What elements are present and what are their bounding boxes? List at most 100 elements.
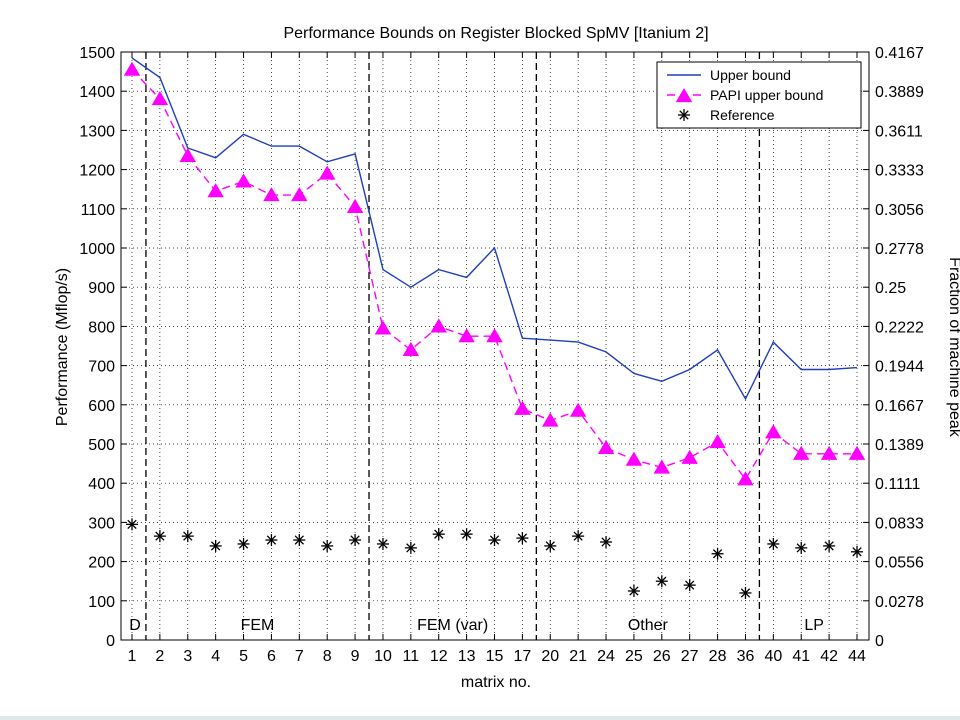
papi-upper-bound-marker xyxy=(681,449,698,464)
x-tick-label: 3 xyxy=(183,648,192,665)
region-dividers xyxy=(145,52,761,640)
papi-upper-bound-marker xyxy=(235,173,252,188)
papi-upper-bound-marker xyxy=(151,91,169,106)
reference-marker xyxy=(153,530,166,543)
right-axis-label: Fraction of machine peak xyxy=(946,257,960,438)
y-tick-label: 200 xyxy=(88,555,115,572)
reference-marker xyxy=(516,532,529,545)
chart-title: Performance Bounds on Register Blocked S… xyxy=(283,25,708,42)
x-tick-label: 42 xyxy=(820,648,838,665)
reference-marker xyxy=(627,585,640,597)
legend-marker-reference xyxy=(678,109,690,121)
papi-upper-bound-marker xyxy=(514,400,531,415)
x-tick-label: 41 xyxy=(792,648,810,665)
series xyxy=(123,57,866,599)
asterisk-stroke xyxy=(294,535,304,545)
y2-tick-label: 0 xyxy=(875,633,884,650)
x-tick-label: 40 xyxy=(764,648,782,665)
asterisk-stroke xyxy=(322,541,332,551)
x-axis-label: matrix no. xyxy=(461,674,531,691)
y2-tick-label: 0.4167 xyxy=(875,45,924,62)
y-tick-label: 100 xyxy=(88,594,115,611)
y-tick-label: 700 xyxy=(88,359,115,376)
y2-tick-label: 0.1111 xyxy=(875,476,920,493)
legend: Upper bound PAPI upper bound Reference xyxy=(656,61,862,129)
x-tick-label: 15 xyxy=(486,648,504,665)
papi-upper-bound-marker xyxy=(597,439,615,455)
asterisk-stroke xyxy=(378,539,388,549)
papi-upper-bound-line xyxy=(131,69,857,481)
reference-marker xyxy=(181,530,194,543)
y-tick-label: 0 xyxy=(106,633,115,650)
legend-label: PAPI upper bound xyxy=(710,87,823,103)
x-tick-label: 27 xyxy=(681,648,699,665)
asterisk-stroke xyxy=(852,547,862,557)
asterisk-stroke xyxy=(210,541,221,551)
asterisk-stroke xyxy=(183,531,193,541)
asterisk-stroke xyxy=(127,519,137,530)
region-label: Other xyxy=(628,617,669,634)
papi-upper-bound-marker xyxy=(709,434,726,449)
legend-label: Upper bound xyxy=(710,67,791,83)
reference-marker xyxy=(237,537,250,550)
asterisk-stroke xyxy=(629,586,639,596)
y2-tick-label: 0.0556 xyxy=(875,555,924,572)
reference-marker xyxy=(404,541,417,554)
reference-marker xyxy=(683,579,696,592)
upper-bound-series xyxy=(131,57,858,401)
reference-marker xyxy=(655,575,668,588)
region-labels: D FEM FEM (var) Other LP xyxy=(129,617,824,634)
asterisk-stroke xyxy=(461,529,472,539)
papi-upper-bound-marker xyxy=(848,445,866,460)
y2-tick-label: 0.3611 xyxy=(875,123,923,140)
y2-tick-label: 0.25 xyxy=(875,280,906,297)
papi-upper-bound-marker xyxy=(765,424,782,439)
papi-upper-bound-marker xyxy=(625,451,643,466)
asterisk-stroke xyxy=(768,539,779,549)
reference-marker xyxy=(823,539,836,552)
x-tick-label: 12 xyxy=(430,648,448,665)
y-tick-label: 800 xyxy=(88,319,115,336)
x-tick-label: 11 xyxy=(403,648,420,665)
y-tick-label: 1000 xyxy=(79,241,115,258)
reference-marker xyxy=(349,534,362,547)
reference-series xyxy=(126,518,863,599)
papi-upper-bound-marker xyxy=(820,445,838,460)
reference-marker xyxy=(544,539,557,552)
papi-upper-bound-marker xyxy=(486,328,503,343)
asterisk-stroke xyxy=(679,110,689,120)
region-label: FEM (var) xyxy=(417,617,488,634)
x-tick-label: 44 xyxy=(848,648,866,665)
legend-label: Reference xyxy=(710,107,775,123)
y-tick-label: 1500 xyxy=(79,45,115,62)
region-label: FEM xyxy=(241,617,275,634)
y-tick-label: 600 xyxy=(88,398,115,415)
papi-upper-bound-marker xyxy=(318,165,336,180)
papi-upper-bound-marker xyxy=(207,183,224,198)
reference-marker xyxy=(460,528,473,541)
region-label: LP xyxy=(804,617,824,634)
reference-marker xyxy=(126,518,138,531)
papi-upper-bound-marker xyxy=(793,445,810,460)
papi-upper-bound-marker xyxy=(179,147,196,162)
y2-tick-label: 0.3333 xyxy=(875,163,924,180)
papi-upper-bound-marker xyxy=(346,198,364,213)
upper-bound-line xyxy=(131,57,858,401)
bottom-band xyxy=(0,716,960,720)
reference-marker xyxy=(293,534,306,547)
asterisk-stroke xyxy=(350,535,360,545)
y2-tick-label: 0.2222 xyxy=(875,319,924,336)
reference-marker xyxy=(711,547,724,560)
x-tick-label: 4 xyxy=(211,648,220,665)
x-tick-label: 7 xyxy=(295,648,304,665)
papi-upper-bound-marker xyxy=(291,187,308,202)
y2-tick-label: 0.3889 xyxy=(875,84,924,101)
y2-tick-label: 0.0833 xyxy=(875,515,924,532)
x-tick-label: 17 xyxy=(513,648,531,665)
legend-box xyxy=(656,61,862,129)
asterisk-stroke xyxy=(489,535,500,545)
papi-upper-bound-marker xyxy=(458,328,475,343)
y2-tick-label: 0.1944 xyxy=(875,359,924,376)
y-tick-label: 400 xyxy=(88,476,115,493)
